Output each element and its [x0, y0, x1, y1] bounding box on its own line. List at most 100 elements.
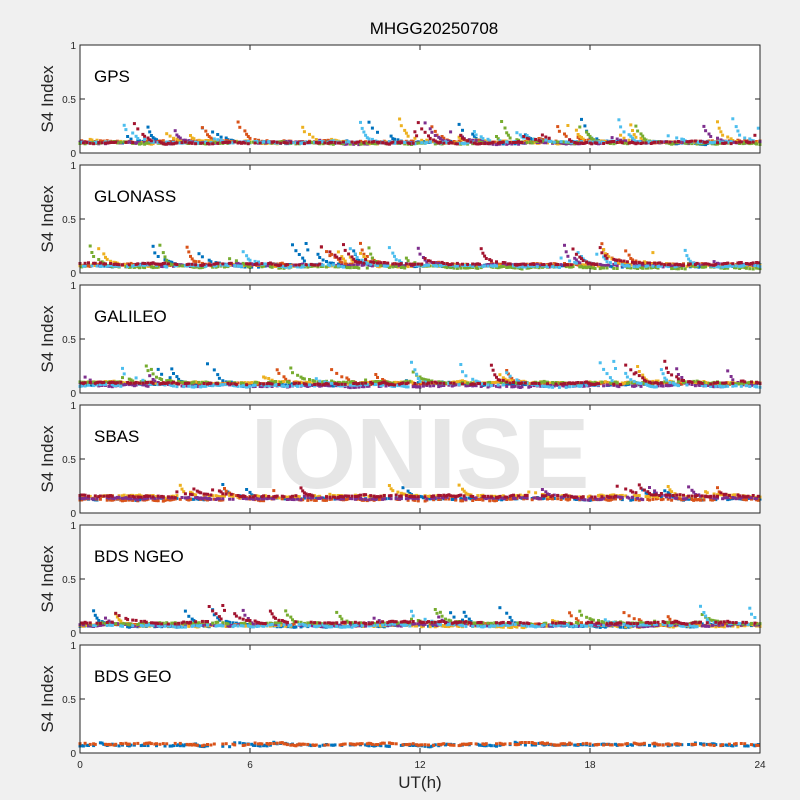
panel-0-point: [722, 141, 726, 145]
panel-3-point: [444, 497, 447, 501]
panel-0-point: [202, 142, 206, 146]
panel-1-point: [156, 262, 160, 266]
panel-2-point: [245, 383, 249, 387]
panel-0-point: [540, 139, 544, 143]
panel-1-point: [393, 262, 396, 266]
panel-2-point: [399, 384, 403, 388]
panel-2-point: [304, 380, 308, 384]
panel-2-point: [648, 384, 651, 388]
panel-2-point: [211, 382, 215, 386]
panel-1-point: [377, 262, 381, 266]
panel-2-point: [619, 383, 623, 387]
panel-0-ytick-label: 0: [70, 149, 76, 160]
panel-0-name: GPS: [94, 67, 130, 86]
panel-1-point: [554, 263, 558, 267]
panel-2-point: [112, 383, 116, 387]
panel-0-point: [636, 129, 640, 133]
panel-1-point: [313, 263, 317, 267]
panel-0-point: [267, 140, 271, 144]
panel-0-point: [716, 139, 719, 143]
panel-1-point: [692, 264, 696, 268]
panel-1-point: [374, 260, 378, 263]
panel-0-point: [330, 137, 334, 141]
panel-0-point: [632, 133, 636, 137]
panel-3-point: [620, 498, 624, 502]
panel-0-point: [238, 125, 242, 129]
panel-2-point: [270, 380, 274, 384]
panel-3-point: [427, 496, 430, 500]
panel-2-point: [430, 381, 434, 385]
panel-0-point: [139, 142, 143, 146]
panel-0-point: [398, 117, 402, 121]
panel-2-point: [631, 381, 634, 385]
panel-2-point: [597, 382, 600, 386]
panel-2-point: [175, 381, 179, 385]
panel-0-point: [216, 133, 220, 136]
panel-0-point: [153, 140, 157, 144]
panel-1-point: [355, 263, 359, 267]
panel-0-point: [469, 140, 473, 144]
panel-2-point: [444, 381, 447, 385]
panel-2-point: [641, 373, 645, 377]
panel-0-point: [554, 140, 558, 144]
panel-2-point: [221, 383, 225, 387]
panel-1-point: [450, 262, 454, 266]
panel-0-point: [313, 140, 317, 144]
panel-2-point: [704, 381, 708, 384]
panel-1-point: [102, 262, 106, 266]
panel-1-point: [467, 264, 471, 267]
panel-0-point: [149, 134, 153, 137]
panel-1-point: [155, 262, 158, 266]
panel-2-point: [510, 376, 514, 380]
panel-2-point: [95, 383, 99, 387]
panel-1-point: [755, 266, 759, 270]
panel-0-point: [433, 134, 437, 137]
panel-3-point: [605, 498, 609, 502]
panel-0-point: [464, 139, 468, 143]
panel-0-point: [396, 140, 400, 144]
panel-3-point: [93, 497, 97, 501]
panel-2-point: [593, 380, 597, 384]
panel-2-point: [124, 381, 128, 385]
panel-1-point: [291, 243, 294, 247]
panel-1-point: [297, 265, 301, 269]
panel-1-point: [415, 263, 419, 267]
panel-0-point: [423, 121, 427, 125]
panel-1-point: [277, 264, 281, 267]
panel-2-point: [173, 381, 177, 385]
panel-0-point: [401, 140, 405, 144]
panel-1-point: [187, 250, 191, 254]
panel-1-point: [270, 262, 274, 266]
panel-1-point: [365, 266, 369, 270]
panel-0-point: [629, 123, 633, 127]
panel-3-point: [155, 499, 158, 503]
panel-1-point: [319, 263, 323, 267]
panel-1-point: [333, 265, 337, 269]
panel-3-point: [608, 498, 612, 502]
panel-2-point: [321, 383, 325, 387]
panel-1-point: [591, 262, 595, 266]
panel-1-point: [573, 256, 577, 260]
panel-1-point: [571, 263, 575, 267]
panel-0-point: [563, 132, 566, 136]
panel-0-point: [423, 130, 427, 134]
panel-0-point: [413, 136, 417, 140]
panel-1-point: [676, 267, 680, 271]
panel-2-point: [90, 383, 94, 387]
panel-1-point: [338, 260, 342, 264]
panel-0-point: [221, 141, 225, 145]
panel-0-point: [591, 140, 595, 144]
panel-3-point: [450, 498, 454, 501]
panel-1-point: [622, 264, 626, 268]
panel-0-point: [755, 142, 759, 146]
panel-2-point: [455, 380, 459, 384]
panel-0-point: [379, 141, 383, 145]
panel-2-point: [102, 380, 106, 384]
panel-3-point: [406, 498, 410, 502]
panel-2-point: [518, 379, 522, 383]
panel-2-point: [263, 384, 267, 388]
panel-0-point: [474, 142, 478, 146]
panel-1-point: [673, 265, 677, 269]
panel-3-point: [479, 497, 483, 501]
panel-0-point: [246, 139, 250, 143]
